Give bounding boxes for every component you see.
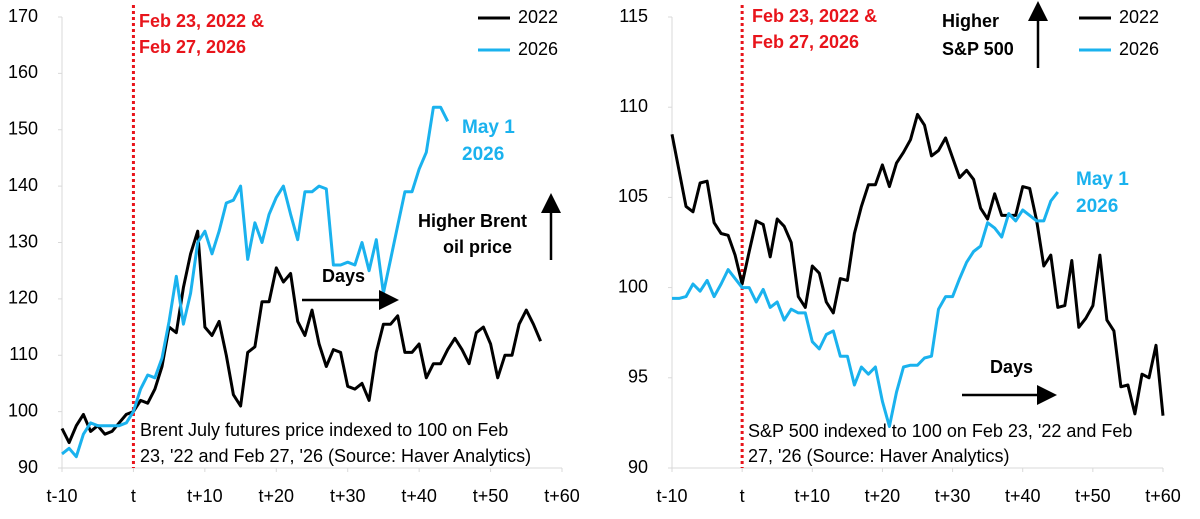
x-tick-label: t+40 [401,486,437,506]
x-tick-label: t+20 [259,486,295,506]
end-label: 2026 [1076,196,1118,217]
series-line [61,105,450,459]
series-line [60,229,542,445]
x-tick-label: t+20 [865,486,901,506]
y-tick-label: 100 [8,400,38,420]
y-tick-label: 95 [628,367,648,387]
x-tick-label: t+30 [935,486,971,506]
end-label: May 1 [1076,169,1129,190]
x-tick-label: t [131,486,136,506]
series-line [672,191,1059,428]
y-tick-label: 120 [8,288,38,308]
x-tick-label: t-10 [656,486,687,506]
legend-label: 2026 [1119,39,1159,59]
x-tick-label: t+60 [1145,486,1181,506]
note: S&P 500 indexed to 100 on Feb 23, '22 an… [748,421,1132,441]
direction-label: S&P 500 [942,39,1014,59]
x-tick-label: t+60 [544,486,580,506]
x-tick-label: t+50 [1075,486,1111,506]
x-tick-label: t+30 [330,486,366,506]
y-tick-label: 100 [618,276,648,296]
event-label: Feb 27, 2026 [139,37,246,57]
note: 27, '26 (Source: Haver Analytics) [748,446,1010,466]
end-label: May 1 [462,117,515,138]
note: 23, '22 and Feb 27, '26 (Source: Haver A… [140,446,531,466]
days-label: Days [990,357,1033,377]
x-tick-label: t+10 [795,486,831,506]
event-label: Feb 27, 2026 [752,32,859,52]
y-tick-label: 160 [8,62,38,82]
event-label: Feb 23, 2022 & [139,11,264,31]
y-tick-label: 150 [8,119,38,139]
x-tick-label: t-10 [46,486,77,506]
y-tick-label: 90 [628,457,648,477]
y-tick-label: 110 [9,344,38,364]
legend-label: 2022 [1119,7,1159,27]
legend-label: 2022 [518,7,558,27]
y-tick-label: 130 [8,231,38,251]
series-line [670,112,1165,416]
y-tick-label: 170 [8,6,38,26]
x-tick-label: t+50 [473,486,509,506]
y-tick-label: 110 [619,96,648,116]
y-tick-label: 105 [618,186,648,206]
legend-label: 2026 [518,39,558,59]
days-label: Days [322,266,365,286]
y-tick-label: 90 [18,457,38,477]
note: Brent July futures price indexed to 100 … [140,420,508,440]
x-tick-label: t+40 [1005,486,1041,506]
direction-label: oil price [443,237,512,257]
direction-label: Higher [942,11,999,31]
direction-label: Higher Brent [418,211,527,231]
x-tick-label: t+10 [187,486,223,506]
x-tick-label: t [740,486,745,506]
end-label: 2026 [462,144,504,165]
y-tick-label: 115 [619,6,648,26]
event-label: Feb 23, 2022 & [752,6,877,26]
y-tick-label: 140 [8,175,38,195]
